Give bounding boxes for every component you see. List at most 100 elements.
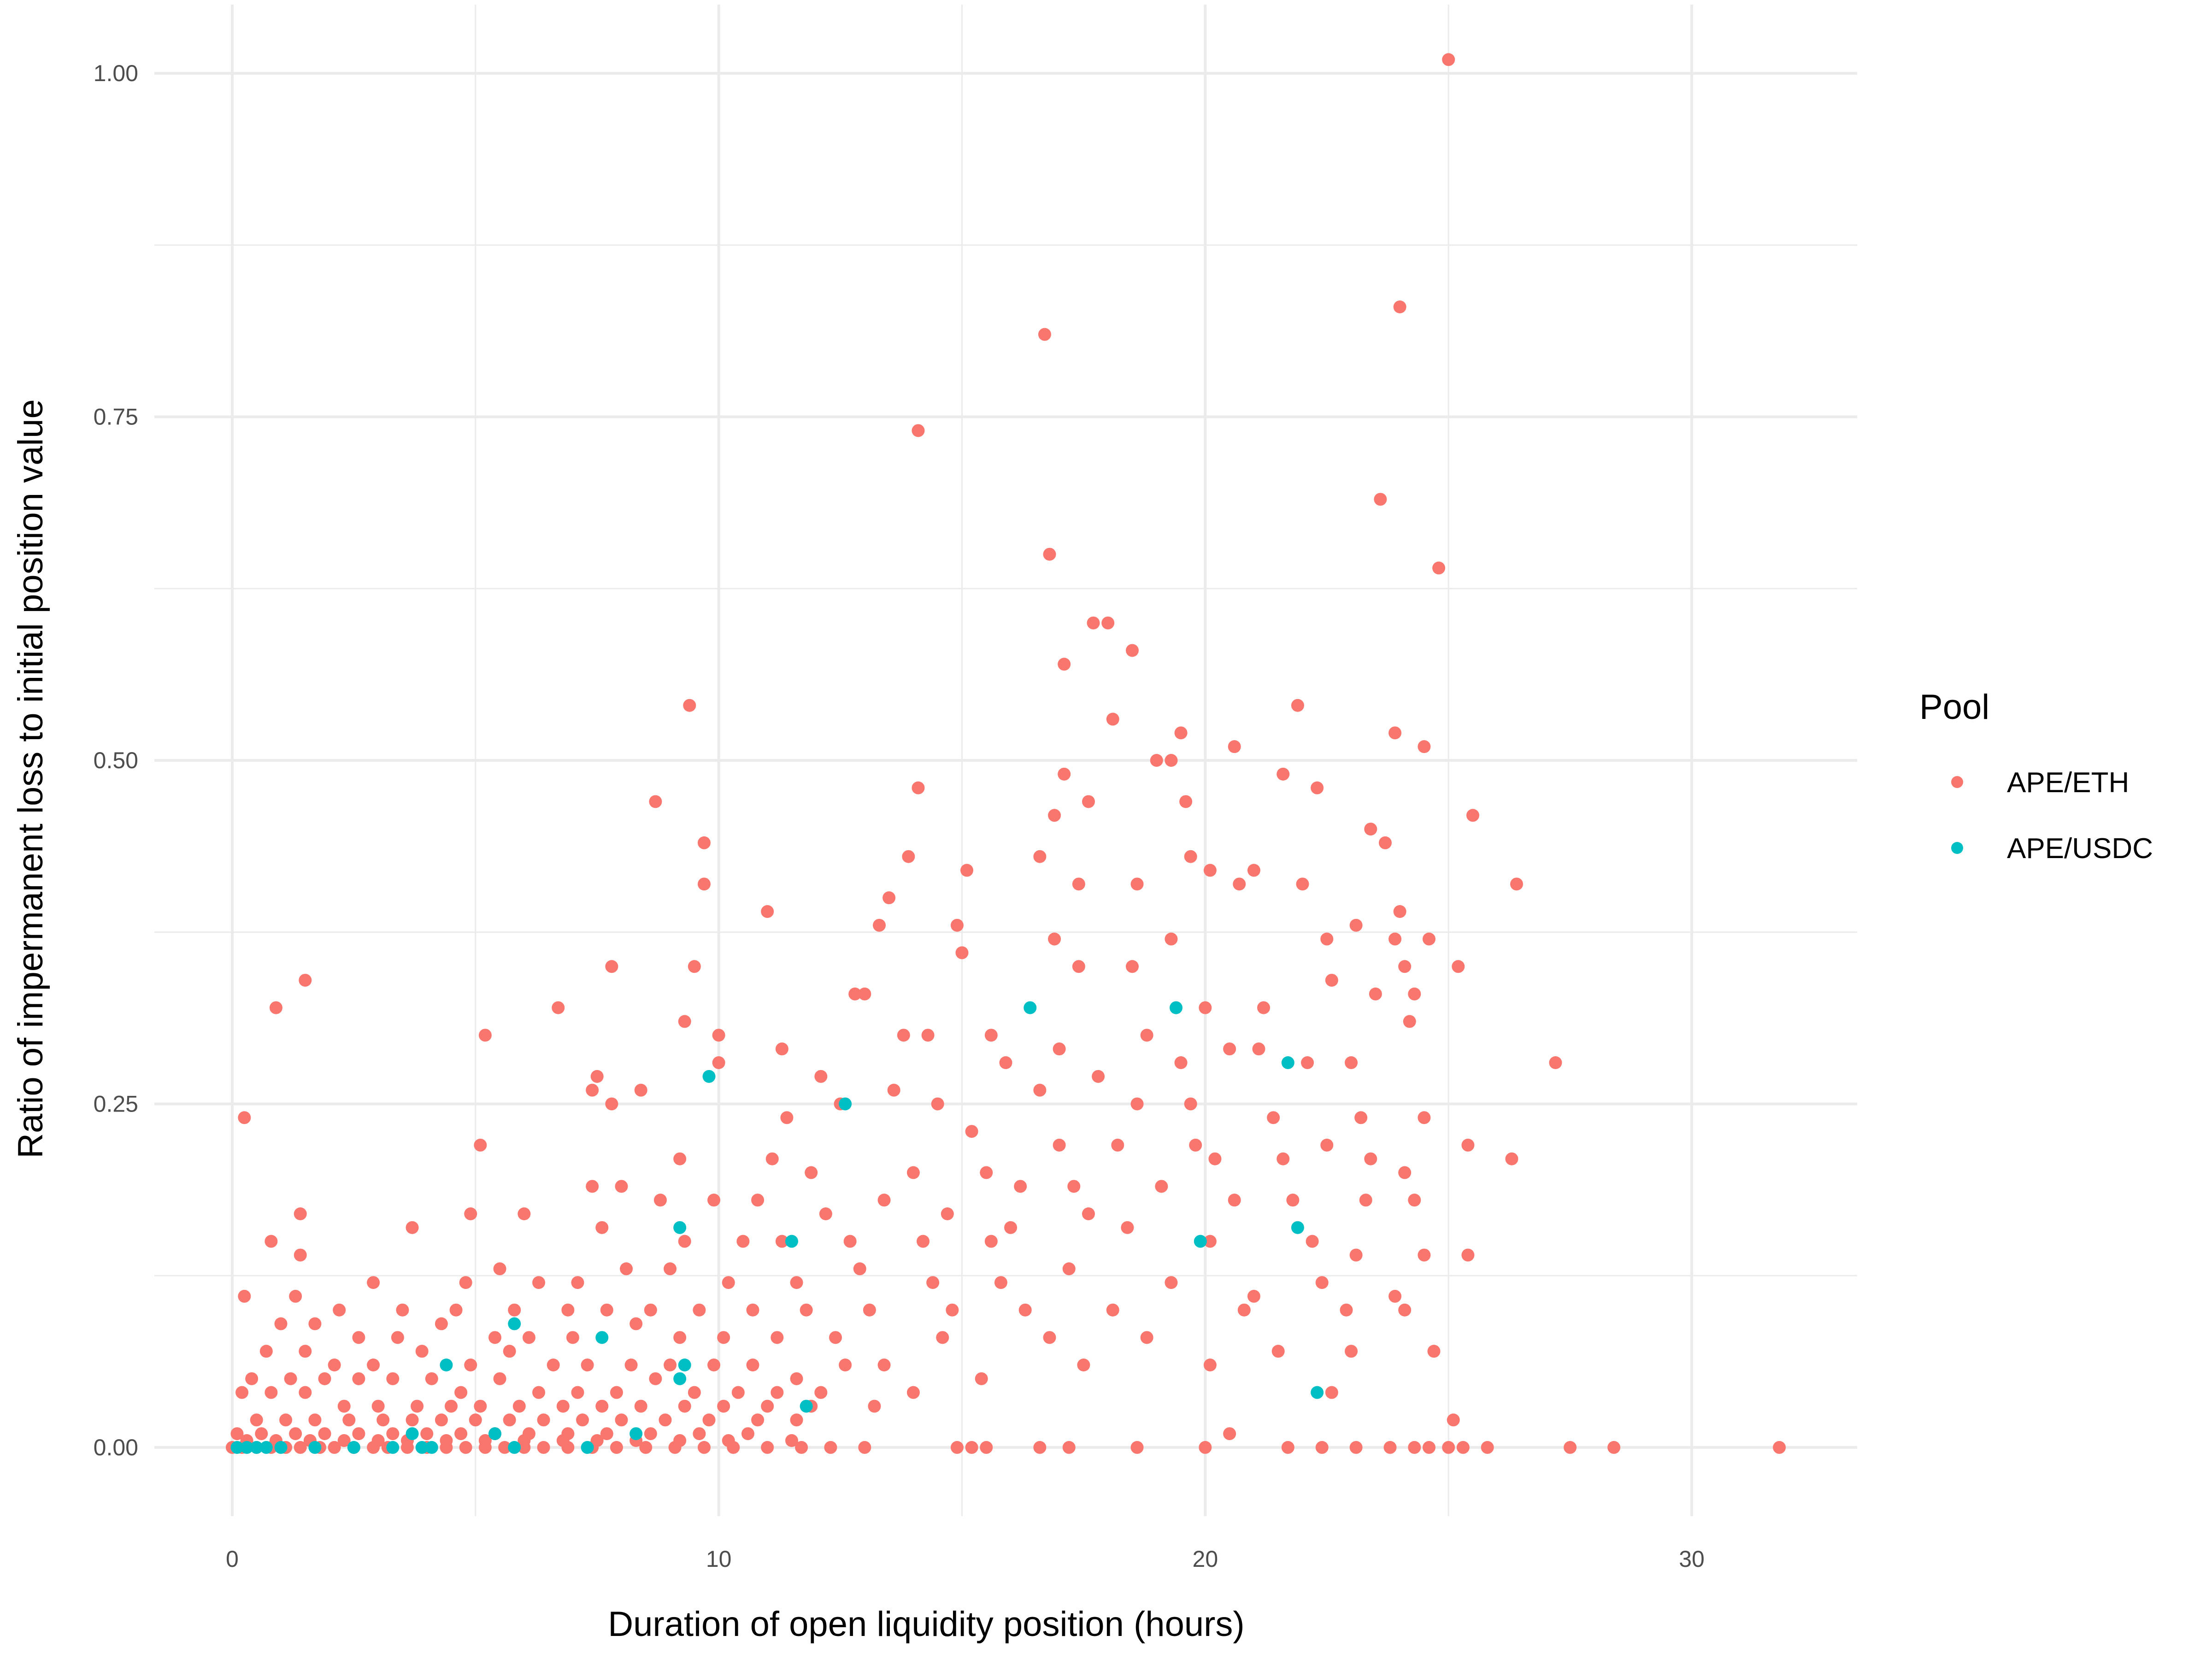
- point-ape-eth: [906, 1166, 920, 1179]
- point-ape-eth: [459, 1276, 472, 1289]
- point-ape-eth: [882, 891, 896, 905]
- point-ape-eth: [1291, 699, 1304, 712]
- point-ape-eth: [1082, 795, 1095, 808]
- point-ape-eth: [1174, 726, 1188, 740]
- point-ape-eth: [1320, 932, 1334, 946]
- point-ape-eth: [238, 1289, 251, 1303]
- legend-label-ape-usdc: APE/USDC: [2007, 833, 2153, 865]
- point-ape-eth: [629, 1317, 643, 1330]
- point-ape-eth: [566, 1331, 579, 1344]
- point-ape-eth: [1111, 1138, 1124, 1152]
- y-tick-label: 1.00: [94, 60, 138, 86]
- point-ape-eth: [377, 1413, 390, 1427]
- point-ape-eth: [1286, 1194, 1300, 1207]
- point-ape-eth: [464, 1207, 477, 1220]
- point-ape-eth: [299, 974, 312, 987]
- x-axis-title: Duration of open liquidity position (hou…: [608, 1605, 1244, 1644]
- point-ape-eth: [1442, 1441, 1455, 1454]
- point-ape-eth: [595, 1221, 609, 1234]
- point-ape-eth: [1345, 1345, 1358, 1358]
- point-ape-eth: [1388, 726, 1402, 740]
- point-ape-eth: [1408, 987, 1421, 1000]
- point-ape-eth: [518, 1207, 531, 1220]
- point-ape-eth: [400, 1441, 414, 1454]
- point-ape-eth: [1393, 300, 1406, 313]
- point-ape-eth: [697, 836, 711, 849]
- point-ape-usdc: [415, 1441, 429, 1454]
- point-ape-eth: [994, 1276, 1007, 1289]
- point-ape-usdc: [1194, 1235, 1207, 1248]
- point-ape-usdc: [347, 1441, 360, 1454]
- point-ape-usdc: [673, 1372, 687, 1385]
- point-ape-eth: [751, 1194, 765, 1207]
- point-ape-eth: [284, 1372, 297, 1385]
- point-ape-eth: [1125, 960, 1139, 973]
- point-ape-eth: [785, 1434, 798, 1447]
- point-ape-eth: [274, 1317, 288, 1330]
- point-ape-eth: [1199, 1001, 1212, 1014]
- point-ape-eth: [294, 1441, 307, 1454]
- point-ape-eth: [386, 1372, 400, 1385]
- point-ape-usdc: [240, 1441, 253, 1454]
- point-ape-eth: [600, 1303, 613, 1317]
- point-ape-eth: [678, 1015, 691, 1028]
- point-ape-eth: [259, 1345, 273, 1358]
- point-ape-eth: [547, 1359, 560, 1371]
- point-ape-eth: [912, 781, 925, 794]
- point-ape-eth: [552, 1001, 565, 1014]
- point-ape-eth: [848, 987, 862, 1000]
- legend-key-ape-eth: [1951, 776, 1963, 788]
- point-ape-eth: [308, 1413, 322, 1427]
- point-ape-eth: [1106, 1303, 1119, 1317]
- point-ape-eth: [678, 1235, 691, 1248]
- point-ape-eth: [1325, 974, 1338, 987]
- y-tick-label: 0.50: [94, 747, 138, 773]
- point-ape-eth: [722, 1276, 735, 1289]
- point-ape-eth: [1447, 1413, 1460, 1427]
- x-tick-label: 20: [1193, 1546, 1218, 1572]
- point-ape-eth: [238, 1111, 251, 1124]
- point-ape-eth: [1510, 877, 1523, 891]
- point-ape-eth: [610, 1386, 623, 1399]
- point-ape-eth: [771, 1331, 784, 1344]
- point-ape-eth: [318, 1372, 331, 1385]
- point-ape-eth: [230, 1427, 244, 1441]
- point-ape-eth: [1388, 1289, 1402, 1303]
- point-ape-eth: [965, 1125, 978, 1138]
- point-ape-eth: [420, 1427, 434, 1441]
- point-ape-eth: [474, 1138, 487, 1152]
- point-ape-eth: [299, 1345, 312, 1358]
- point-ape-usdc: [1291, 1221, 1304, 1234]
- point-ape-eth: [449, 1303, 463, 1317]
- point-ape-eth: [697, 1441, 711, 1454]
- point-ape-usdc: [800, 1400, 813, 1413]
- point-ape-eth: [1320, 1138, 1334, 1152]
- point-ape-eth: [1043, 547, 1056, 561]
- point-ape-eth: [984, 1235, 998, 1248]
- point-ape-eth: [556, 1400, 570, 1413]
- point-ape-eth: [1165, 932, 1178, 946]
- point-ape-eth: [1418, 1248, 1431, 1262]
- point-ape-eth: [1388, 932, 1402, 946]
- point-ape-eth: [342, 1413, 356, 1427]
- point-ape-eth: [1383, 1441, 1397, 1454]
- point-ape-eth: [586, 1180, 599, 1193]
- point-ape-eth: [464, 1359, 477, 1371]
- legend-title: Pool: [1919, 688, 1989, 727]
- point-ape-usdc: [250, 1441, 263, 1454]
- point-ape-usdc: [488, 1427, 501, 1441]
- point-ape-eth: [897, 1029, 910, 1042]
- point-ape-eth: [1315, 1276, 1329, 1289]
- x-tick-label: 10: [706, 1546, 732, 1572]
- point-ape-eth: [624, 1359, 638, 1371]
- point-ape-eth: [921, 1029, 935, 1042]
- point-ape-eth: [673, 1331, 687, 1344]
- point-ape-eth: [873, 918, 886, 932]
- point-ape-eth: [1247, 1289, 1260, 1303]
- point-ape-eth: [649, 795, 662, 808]
- point-ape-eth: [299, 1386, 312, 1399]
- point-ape-eth: [406, 1413, 419, 1427]
- point-ape-eth: [1461, 1248, 1475, 1262]
- point-ape-usdc: [425, 1441, 438, 1454]
- point-ape-eth: [328, 1359, 341, 1371]
